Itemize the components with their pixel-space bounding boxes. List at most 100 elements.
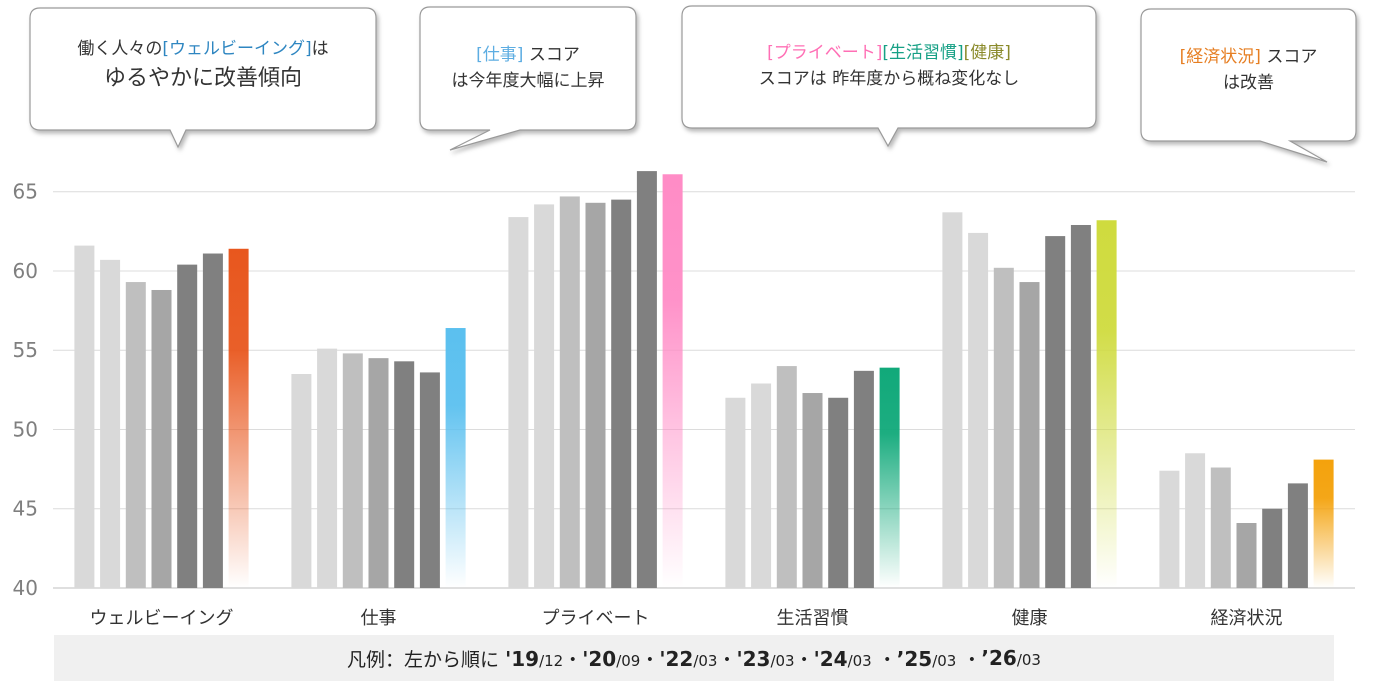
callout-economy-bubble	[1140, 8, 1357, 163]
legend-separator: ・	[956, 648, 982, 671]
bar	[1019, 282, 1040, 588]
bar	[1185, 453, 1206, 588]
bar	[585, 202, 606, 589]
legend-month: /03	[1016, 651, 1041, 669]
legend-item: '20/09・	[582, 645, 659, 672]
bar	[74, 245, 95, 588]
legend-month: /03	[693, 651, 718, 670]
y-tick-label: 65	[13, 180, 38, 204]
x-axis-labels: ウェルビーイング 仕事 プライベート 生活習慣 健康 経済状況	[90, 608, 1283, 629]
callout-private-line2: スコアは 昨年度から概ね変化なし	[758, 69, 1020, 90]
legend-month: /09	[616, 651, 641, 670]
bar	[776, 366, 797, 588]
callout-private: [プライベート][生活習慣][健康] スコアは 昨年度から概ね変化なし	[682, 40, 1096, 93]
bar-latest	[879, 367, 900, 588]
legend-separator: ・	[871, 648, 897, 671]
callout-private-highlight-3: [健康]	[963, 43, 1011, 63]
bar	[636, 171, 657, 588]
bar-latest	[1096, 220, 1117, 588]
legend-month: /12	[539, 651, 564, 670]
bar	[177, 264, 198, 588]
legend-separator: ・	[717, 648, 737, 671]
y-tick-label: 40	[13, 576, 38, 600]
callout-work-line2: は今年度大幅に上昇	[451, 71, 605, 92]
bar	[202, 253, 223, 588]
legend-item: '22/03・	[659, 645, 736, 672]
callout-work-line1: [仕事] スコア	[420, 42, 636, 68]
x-category-label: 仕事	[361, 608, 397, 629]
bar	[751, 383, 772, 588]
bar	[1210, 467, 1231, 588]
callout-economy-post: スコア	[1260, 47, 1318, 67]
legend-prefix: 凡例：左から順に	[347, 648, 506, 671]
legend-item: '24/03 ・	[814, 645, 897, 672]
callout-wellbeing-line1: 働く人々の[ウェルビーイング]は	[30, 36, 376, 62]
x-category-label: 生活習慣	[777, 608, 849, 629]
bar	[853, 370, 874, 588]
callout-wellbeing-pre: 働く人々の	[77, 39, 163, 59]
legend-item: ’26/03	[981, 646, 1041, 670]
x-category-label: 経済状況	[1211, 608, 1283, 629]
callout-economy: [経済状況] スコア は改善	[1141, 44, 1356, 97]
y-tick-label: 60	[13, 259, 38, 283]
callout-private-highlight-2: [生活習慣]	[882, 43, 964, 63]
legend-year: '24	[813, 646, 848, 671]
bar	[291, 374, 312, 588]
bar	[559, 196, 580, 588]
bar	[1262, 508, 1283, 588]
callout-wellbeing: 働く人々の[ウェルビーイング]は ゆるやかに改善傾向	[30, 36, 376, 96]
bar	[1287, 483, 1308, 588]
bar	[317, 348, 338, 588]
callout-wellbeing-post: は	[311, 39, 329, 59]
bar	[725, 397, 746, 588]
bar	[534, 204, 555, 588]
bar	[942, 212, 963, 589]
legend-year: '22	[659, 646, 694, 671]
legend-item: '19/12・	[505, 645, 582, 672]
bar-latest	[228, 248, 249, 588]
bar	[828, 397, 849, 588]
bar	[419, 372, 440, 588]
callout-work-bubble	[419, 6, 637, 151]
bar	[1045, 236, 1066, 589]
legend-item: '23/03・	[736, 645, 813, 672]
x-category-label: 健康	[1012, 608, 1048, 629]
legend-year: '19	[505, 646, 540, 671]
legend-separator: ・	[640, 648, 660, 671]
bar	[125, 282, 146, 588]
bar-latest	[445, 328, 466, 588]
callout-work-highlight: [仕事]	[476, 45, 524, 65]
legend-month: /03	[847, 651, 872, 670]
bar	[394, 361, 415, 588]
bar	[100, 259, 121, 588]
callout-private-bubble	[681, 5, 1097, 148]
bars	[74, 171, 1334, 589]
legend-year: '20	[582, 646, 617, 671]
bar	[508, 217, 529, 589]
grid-lines	[53, 191, 1355, 589]
callout-economy-line2: は改善	[1223, 73, 1274, 94]
callout-work: [仕事] スコア は今年度大幅に上昇	[420, 42, 636, 95]
bar	[1070, 224, 1091, 588]
legend-text: 凡例：左から順に '19/12・ '20/09・ '22/03・ '23/03・ '24…	[54, 635, 1334, 681]
legend-month: /03	[932, 651, 957, 670]
bar	[151, 289, 172, 588]
bar-latest	[662, 174, 683, 588]
bar	[368, 358, 389, 588]
callout-economy-line1: [経済状況] スコア	[1141, 44, 1356, 70]
y-tick-label: 50	[13, 417, 38, 441]
bar	[1159, 470, 1180, 588]
bar	[342, 353, 363, 588]
callout-wellbeing-line2: ゆるやかに改善傾向	[103, 66, 302, 92]
legend-month: /03	[770, 651, 795, 670]
callout-wellbeing-bubble	[29, 7, 377, 149]
legend-separator: ・	[794, 648, 814, 671]
legend-year: ’26	[981, 646, 1017, 670]
bar-latest	[1313, 459, 1334, 588]
callout-economy-highlight: [経済状況]	[1179, 47, 1261, 67]
legend-year: ’25	[896, 646, 933, 671]
callout-wellbeing-highlight: [ウェルビーイング]	[162, 39, 312, 59]
legend-separator: ・	[563, 648, 583, 671]
legend: 凡例：左から順に '19/12・ '20/09・ '22/03・ '23/03・ '24…	[54, 635, 1334, 681]
